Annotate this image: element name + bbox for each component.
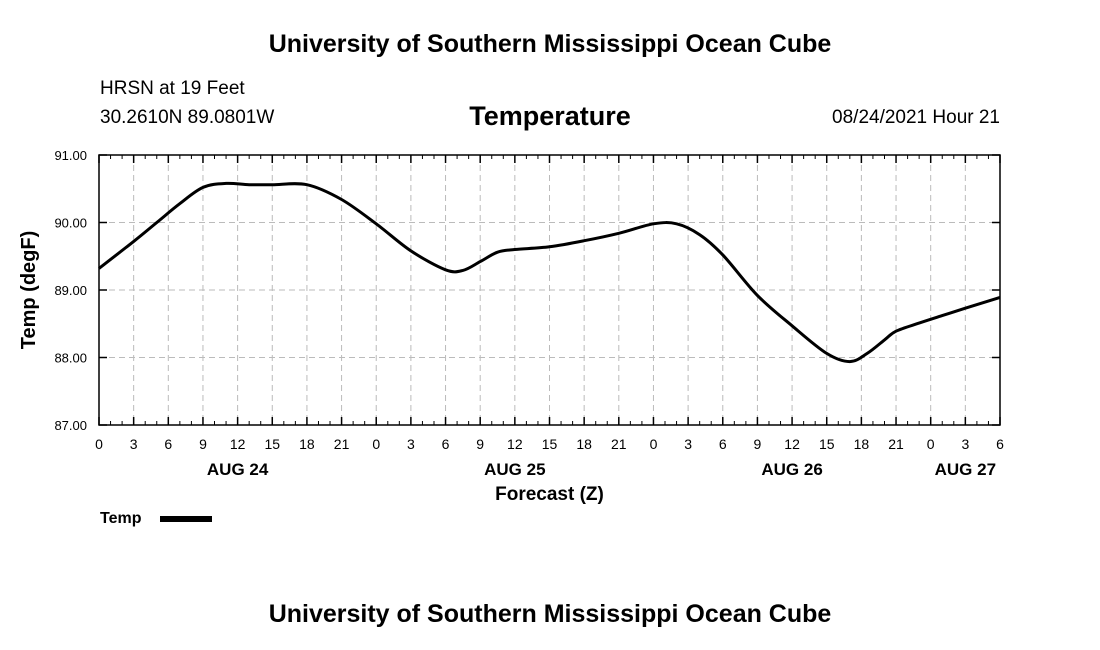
x-tick-label-20: 12 xyxy=(784,436,800,452)
legend-line-swatch xyxy=(160,516,212,522)
y-axis-label: Temp (degF) xyxy=(18,231,40,350)
x-tick-label-13: 15 xyxy=(542,436,558,452)
x-tick-label-18: 6 xyxy=(719,436,727,452)
day-label-3: AUG 27 xyxy=(935,460,996,479)
x-tick-label-22: 18 xyxy=(854,436,870,452)
x-tick-label-19: 9 xyxy=(754,436,762,452)
x-tick-label-21: 15 xyxy=(819,436,835,452)
x-tick-label-15: 21 xyxy=(611,436,627,452)
coordinates-label: 30.2610N 89.0801W xyxy=(100,107,275,128)
x-tick-label-4: 12 xyxy=(230,436,246,452)
x-tick-label-6: 18 xyxy=(299,436,315,452)
x-tick-label-14: 18 xyxy=(576,436,592,452)
x-tick-label-12: 12 xyxy=(507,436,523,452)
x-tick-label-0: 0 xyxy=(95,436,103,452)
x-tick-label-9: 3 xyxy=(407,436,415,452)
bottom-title: University of Southern Mississippi Ocean… xyxy=(268,600,832,628)
x-tick-label-1: 3 xyxy=(130,436,138,452)
x-tick-label-11: 9 xyxy=(476,436,484,452)
x-tick-label-24: 0 xyxy=(927,436,935,452)
y-tick-label-4: 91.00 xyxy=(54,148,87,163)
x-tick-label-7: 21 xyxy=(334,436,350,452)
y-tick-label-1: 88.00 xyxy=(54,351,87,366)
x-tick-label-17: 3 xyxy=(684,436,692,452)
y-tick-label-3: 90.00 xyxy=(54,216,87,231)
x-tick-label-2: 6 xyxy=(164,436,172,452)
x-tick-label-23: 21 xyxy=(888,436,904,452)
x-tick-label-8: 0 xyxy=(372,436,380,452)
y-tick-label-0: 87.00 xyxy=(54,418,87,433)
day-label-1: AUG 25 xyxy=(484,460,545,479)
x-tick-label-3: 9 xyxy=(199,436,207,452)
x-tick-label-10: 6 xyxy=(442,436,450,452)
x-tick-label-26: 6 xyxy=(996,436,1004,452)
x-tick-label-16: 0 xyxy=(650,436,658,452)
series-line-temp xyxy=(98,181,1001,364)
day-label-0: AUG 24 xyxy=(207,460,269,479)
forecast-datetime: 08/24/2021 Hour 21 xyxy=(832,107,1000,128)
legend-label: Temp xyxy=(100,510,142,527)
x-tick-label-25: 3 xyxy=(961,436,969,452)
x-axis-label: Forecast (Z) xyxy=(495,484,604,505)
day-label-2: AUG 26 xyxy=(761,460,822,479)
x-tick-label-5: 15 xyxy=(264,436,280,452)
y-tick-label-2: 89.00 xyxy=(54,283,87,298)
station-label: HRSN at 19 Feet xyxy=(100,78,245,99)
top-title: University of Southern Mississippi Ocean… xyxy=(268,30,832,58)
chart-title: Temperature xyxy=(469,101,631,131)
